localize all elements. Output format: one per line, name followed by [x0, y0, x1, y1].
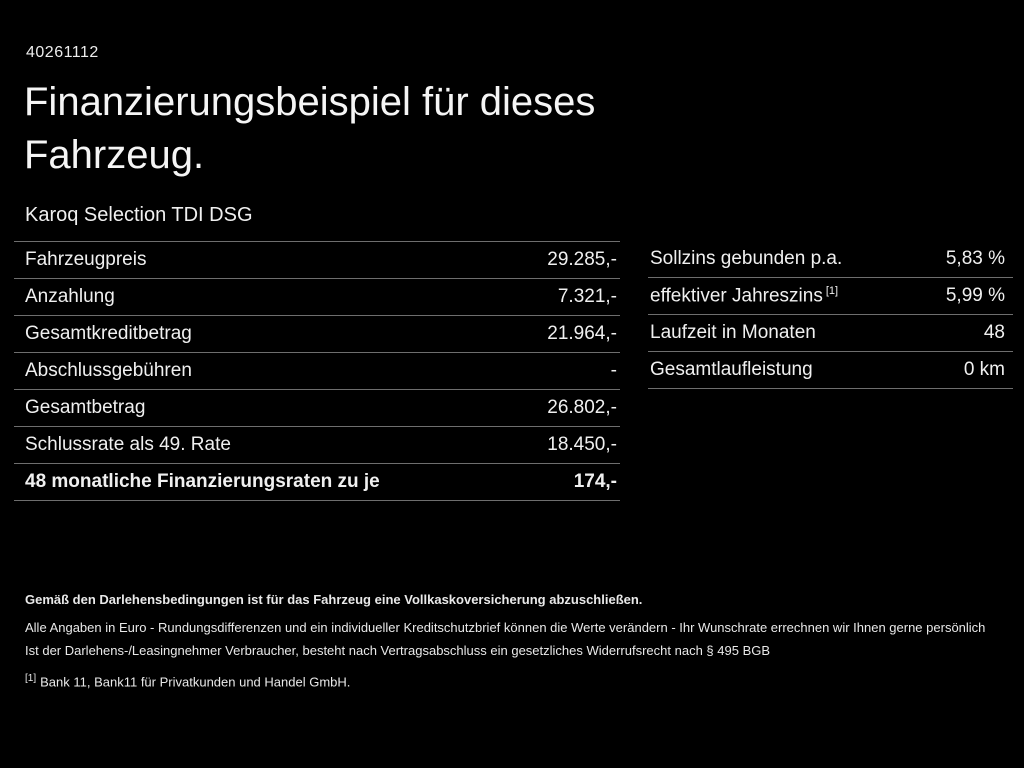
row-label: 48 monatliche Finanzierungsraten zu je: [25, 471, 380, 492]
table-row-gesamtbetrag: Gesamtbetrag 26.802,-: [14, 390, 620, 427]
table-row-effektiver-jahreszins: effektiver Jahreszins [1] 5,99 %: [648, 278, 1013, 315]
row-label: Fahrzeugpreis: [25, 249, 147, 270]
row-value: -: [610, 360, 617, 381]
row-label: effektiver Jahreszins [1]: [650, 284, 839, 307]
finance-table-left: Fahrzeugpreis 29.285,- Anzahlung 7.321,-…: [14, 241, 620, 501]
table-row-abschlussgebuehren: Abschlussgebühren -: [14, 353, 620, 390]
row-value: 174,-: [573, 471, 617, 492]
table-row-anzahlung: Anzahlung 7.321,-: [14, 279, 620, 316]
footnote-bank: [1] Bank 11, Bank11 für Privatkunden und …: [25, 671, 994, 690]
disclaimer-line-2: Ist der Darlehens-/Leasingnehmer Verbrau…: [25, 643, 771, 658]
page-title: Finanzierungsbeispiel für dieses Fahrzeu…: [24, 80, 596, 177]
row-value: 7.321,-: [557, 286, 617, 307]
footnote-text: Bank 11, Bank11 für Privatkunden und Han…: [40, 674, 351, 690]
row-value: 29.285,-: [547, 249, 617, 270]
table-row-fahrzeugpreis: Fahrzeugpreis 29.285,-: [14, 242, 620, 279]
row-label: Abschlussgebühren: [25, 360, 192, 381]
table-row-finanzierungsraten: 48 monatliche Finanzierungsraten zu je 1…: [14, 464, 620, 501]
row-value: 48: [983, 322, 1005, 343]
insurance-note: Gemäß den Darlehensbedingungen ist für d…: [25, 592, 643, 607]
row-value: 26.802,-: [547, 397, 617, 418]
row-value: 0 km: [963, 359, 1005, 380]
table-row-schlussrate: Schlussrate als 49. Rate 18.450,-: [14, 427, 620, 464]
row-label: Sollzins gebunden p.a.: [650, 248, 843, 269]
row-label: Gesamtkreditbetrag: [25, 323, 192, 344]
row-label: Gesamtlaufleistung: [650, 359, 813, 380]
footnote-marker: [1]: [25, 673, 37, 684]
row-value: 18.450,-: [547, 434, 617, 455]
vehicle-model: Karoq Selection TDI DSG: [25, 204, 253, 226]
row-label: Laufzeit in Monaten: [650, 322, 816, 343]
table-row-gesamtlaufleistung: Gesamtlaufleistung 0 km: [648, 352, 1013, 389]
legal-footer: Gemäß den Darlehensbedingungen ist für d…: [25, 592, 994, 690]
table-row-sollzins: Sollzins gebunden p.a. 5,83 %: [648, 241, 1013, 278]
row-label: Schlussrate als 49. Rate: [25, 434, 231, 455]
row-label: Anzahlung: [25, 286, 115, 307]
finance-table-right: Sollzins gebunden p.a. 5,83 % effektiver…: [648, 241, 1013, 389]
row-value: 21.964,-: [547, 323, 617, 344]
table-row-laufzeit: Laufzeit in Monaten 48: [648, 315, 1013, 352]
row-value: 5,83 %: [945, 248, 1005, 269]
disclaimer-line-1: Alle Angaben in Euro - Rundungsdifferenz…: [25, 620, 986, 635]
footnote-reference: [1]: [825, 284, 839, 297]
document-id: 40261112: [26, 44, 99, 61]
table-row-gesamtkreditbetrag: Gesamtkreditbetrag 21.964,-: [14, 316, 620, 353]
row-label: Gesamtbetrag: [25, 397, 146, 418]
row-value: 5,99 %: [945, 285, 1005, 306]
